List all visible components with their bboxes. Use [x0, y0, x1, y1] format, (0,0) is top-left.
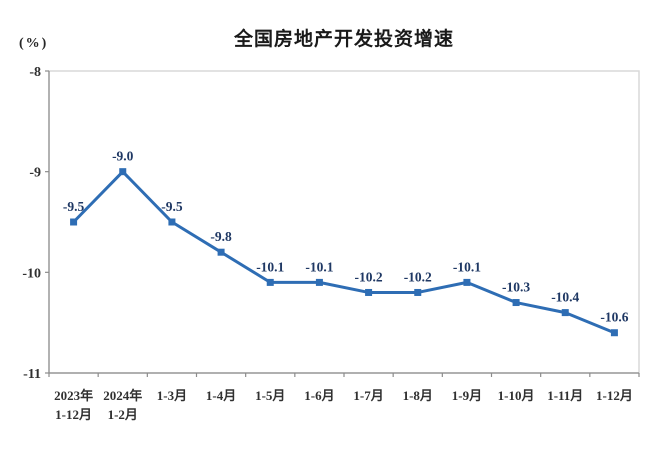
data-point-marker	[561, 309, 569, 317]
y-axis-tick-label: -11	[23, 367, 41, 382]
x-category-label: 1-5月	[255, 388, 285, 403]
x-category-label: 1-4月	[206, 388, 236, 403]
x-category-label: 1-10月	[498, 388, 535, 403]
data-point-label: -10.6	[600, 310, 628, 325]
x-category-label: 1-8月	[403, 388, 433, 403]
data-point-marker	[70, 218, 78, 226]
x-category-label: 1-3月	[157, 388, 187, 403]
data-point-label: -10.1	[453, 259, 481, 274]
data-point-marker	[119, 168, 127, 176]
data-point-label: -10.3	[502, 280, 530, 295]
data-point-marker	[365, 288, 373, 296]
x-category-label: 1-12月	[596, 388, 633, 403]
data-point-label: -9.5	[161, 199, 183, 214]
data-point-marker	[315, 278, 323, 286]
y-axis-tick-label: -10	[22, 266, 41, 281]
data-point-marker	[463, 278, 471, 286]
x-category-label: 1-7月	[353, 388, 383, 403]
y-axis-tick-label: -9	[29, 166, 41, 181]
x-category-label: 1-11月	[547, 388, 583, 403]
x-category-label: 1-6月	[304, 388, 334, 403]
data-point-marker	[217, 248, 225, 256]
data-point-label: -10.1	[305, 259, 333, 274]
x-category-label: 2023年	[54, 388, 93, 403]
chart-title: 全国房地产开发投资增速	[233, 29, 454, 50]
data-point-marker	[266, 278, 274, 286]
y-axis-unit-label: (%)	[19, 36, 49, 51]
x-category-label: 1-2月	[108, 407, 138, 422]
data-point-label: -10.2	[404, 269, 432, 284]
data-point-label: -9.8	[210, 229, 232, 244]
data-point-label: -9.5	[63, 199, 85, 214]
data-point-label: -10.1	[256, 259, 284, 274]
data-point-label: -10.4	[551, 290, 579, 305]
data-point-label: -10.2	[355, 269, 383, 284]
data-point-marker	[512, 299, 520, 307]
data-point-marker	[168, 218, 176, 226]
x-category-label: 1-12月	[55, 407, 92, 422]
data-line	[72, 170, 616, 335]
data-point-marker	[414, 288, 422, 296]
data-point-marker	[610, 329, 618, 337]
plot-border	[48, 70, 640, 374]
x-category-label: 1-9月	[452, 388, 482, 403]
data-point-label: -9.0	[112, 149, 134, 164]
x-category-label: 2024年	[103, 388, 142, 403]
y-axis-tick-label: -8	[29, 65, 41, 80]
